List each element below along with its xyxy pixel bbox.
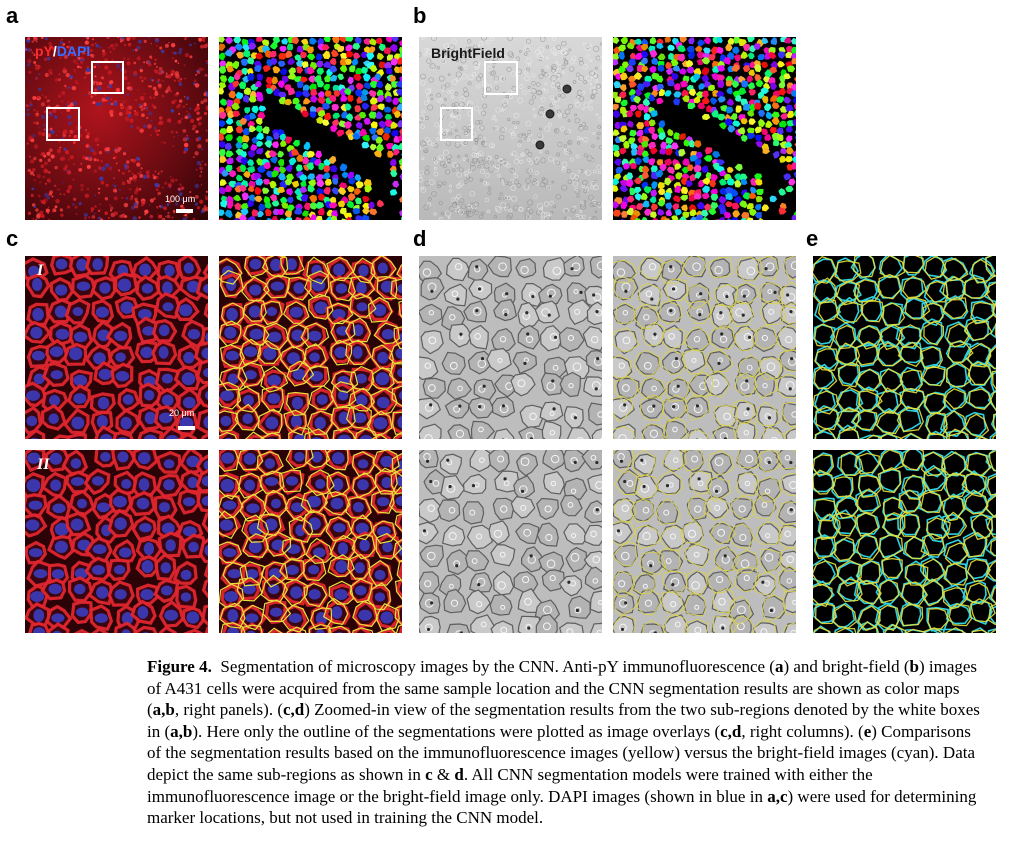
row-label-II: II xyxy=(37,456,50,473)
zoom-fluor-overlay-I xyxy=(219,256,402,439)
panel-label-a: a xyxy=(6,3,19,28)
caption-title: Figure 4. xyxy=(147,657,212,676)
caption-text: ) images of A431 cells were acquired fro… xyxy=(147,657,978,720)
zoom-fluor-overlay-II xyxy=(219,450,402,633)
zoom-fluor-I: I 20 μm xyxy=(25,256,208,439)
caption-text: , right panels). ( xyxy=(174,700,283,720)
comparison-I xyxy=(813,256,996,439)
panel-label-b: b xyxy=(413,3,427,28)
caption-ref: a,c xyxy=(767,786,788,806)
channel-legend: pY/DAPI xyxy=(35,43,90,59)
zoom-bright-overlay-II xyxy=(613,450,796,633)
caption-ref: e xyxy=(863,721,872,741)
figure-caption: Figure 4. Segmentation of microscopy ima… xyxy=(147,656,987,829)
zoom-fluor-II: II xyxy=(25,450,208,633)
zoom-bright-overlay-I xyxy=(613,256,796,439)
caption-ref: a,b xyxy=(152,700,175,720)
roi-box-II xyxy=(440,107,473,141)
roi-box-II xyxy=(46,107,80,141)
caption-ref: b xyxy=(909,657,919,676)
roi-box-I xyxy=(91,61,124,94)
caption-ref: a,b xyxy=(170,721,193,741)
zoom-scale-bar-label: 20 μm xyxy=(169,408,195,418)
caption-ref: c xyxy=(425,764,433,784)
panel-label-d: d xyxy=(413,226,427,251)
caption-text: ). Here only the outline of the segmenta… xyxy=(192,721,721,741)
brightfield-label: BrightField xyxy=(431,45,505,61)
caption-text: . All CNN segmentation models were train… xyxy=(147,764,873,806)
caption-text: ) and bright-field ( xyxy=(783,657,910,676)
caption-text: , right columns). ( xyxy=(741,721,864,741)
caption-text: & xyxy=(432,764,455,784)
caption-ref: a xyxy=(774,657,784,676)
fluor-segmentation-colormap xyxy=(219,37,402,220)
caption-text: ) Comparisons of the segmentation result… xyxy=(147,721,976,784)
caption-text: Segmentation of microscopy images by the… xyxy=(220,657,775,676)
zoom-bright-I xyxy=(419,256,602,439)
channel-separator: / xyxy=(52,43,57,59)
pY-channel-label: pY xyxy=(35,43,53,59)
row-label-I: I xyxy=(37,262,44,279)
DAPI-channel-label: DAPI xyxy=(56,43,91,59)
caption-ref: d xyxy=(454,764,464,784)
panel-label-e: e xyxy=(806,226,819,251)
comparison-II xyxy=(813,450,996,633)
caption-ref: c,d xyxy=(720,721,742,741)
pY-DAPI-image: pY/DAPI 100 μm xyxy=(25,37,208,220)
caption-text: ) Zoomed-in view of the segmentation res… xyxy=(147,700,980,741)
brightfield-segmentation-colormap xyxy=(613,37,796,220)
caption-ref: c,d xyxy=(283,700,305,720)
zoom-scale-bar xyxy=(178,426,195,430)
scale-bar xyxy=(176,209,193,213)
brightfield-image: BrightField xyxy=(419,37,602,220)
scale-bar-label: 100 μm xyxy=(165,194,196,204)
caption-text: ) were used for determining marker locat… xyxy=(147,786,977,828)
panel-label-c: c xyxy=(6,226,19,251)
zoom-bright-II xyxy=(419,450,602,633)
roi-box-I xyxy=(484,61,518,95)
